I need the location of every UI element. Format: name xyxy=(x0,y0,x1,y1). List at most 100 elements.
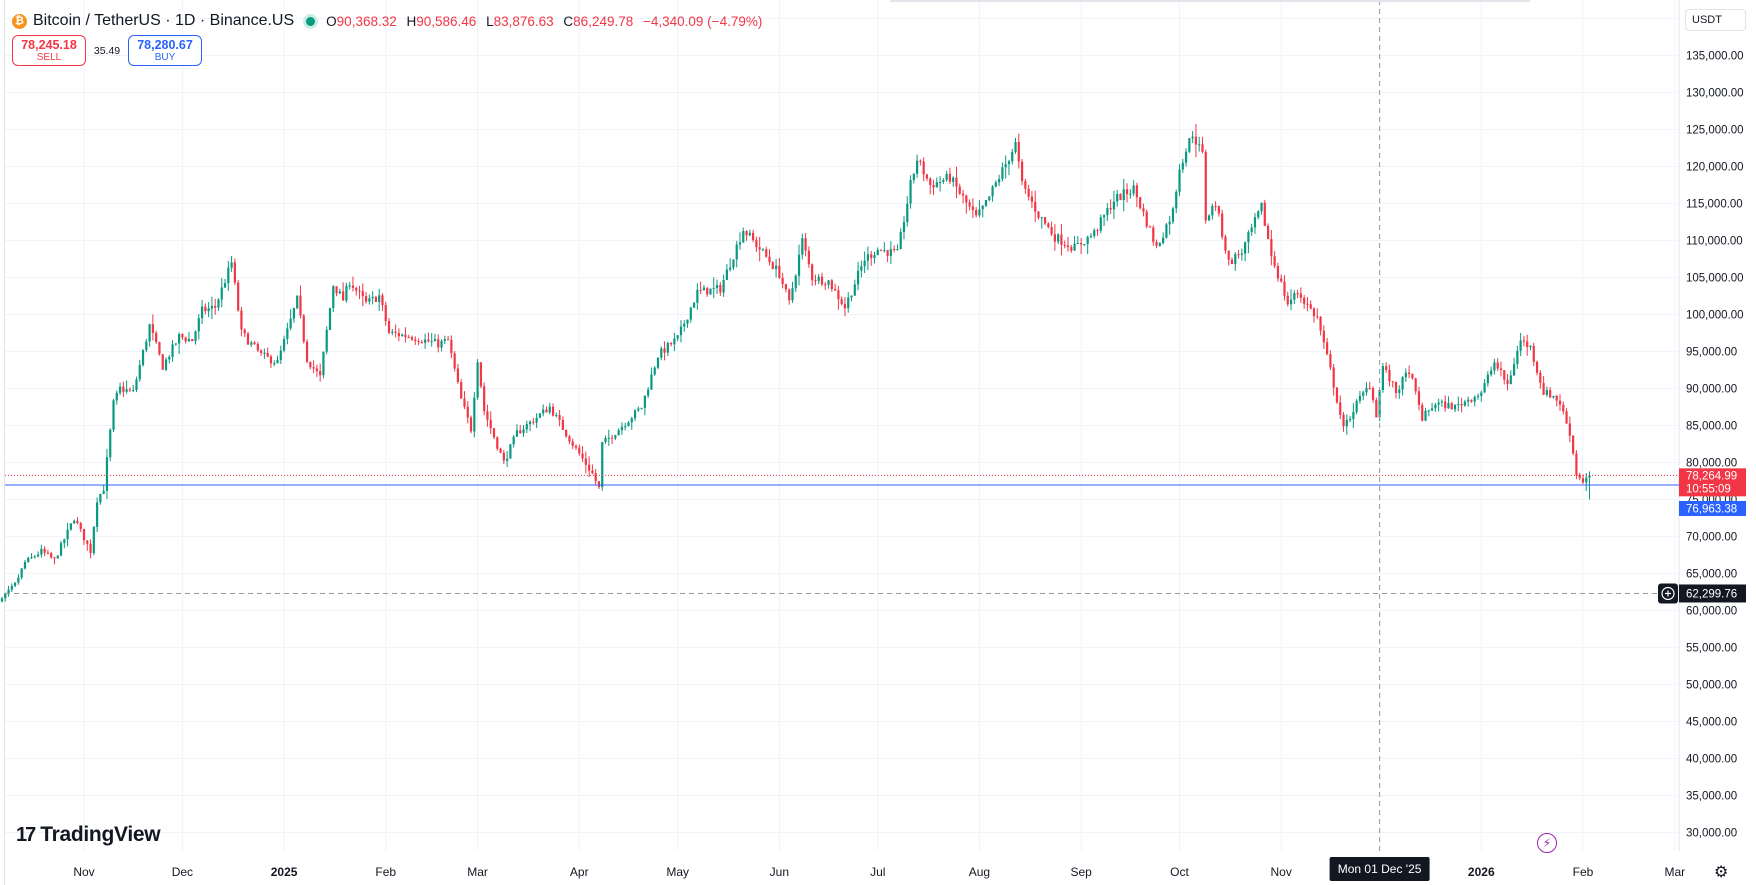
sell-button[interactable]: 78,245.18 SELL xyxy=(12,35,86,66)
candle-body xyxy=(1158,242,1161,246)
candle-body xyxy=(512,436,515,445)
candle-body xyxy=(266,352,269,357)
candle-body xyxy=(1253,217,1257,228)
candle-body xyxy=(633,410,637,419)
candle-body xyxy=(407,337,410,339)
candle-body xyxy=(1004,164,1007,168)
candle-body xyxy=(217,299,220,308)
x-tick-label: Apr xyxy=(570,865,589,879)
candle-body xyxy=(1365,387,1368,393)
candle-body xyxy=(1247,232,1250,243)
candle-body xyxy=(748,232,751,236)
candle-body xyxy=(96,502,99,527)
candle-body xyxy=(899,231,902,250)
candle-body xyxy=(1201,144,1204,152)
candle-body xyxy=(86,540,89,544)
candle-body xyxy=(1001,167,1004,180)
candle-body xyxy=(109,429,112,458)
candle-body xyxy=(355,287,358,291)
candle-body xyxy=(719,285,722,293)
candle-body xyxy=(210,305,214,309)
candle-body xyxy=(227,267,230,284)
candle-body xyxy=(961,193,965,196)
candle-body xyxy=(1129,193,1132,195)
x-tick-label: May xyxy=(666,865,689,879)
flash-icon[interactable]: ⚡ xyxy=(1537,833,1557,853)
candle-body xyxy=(578,447,581,454)
candle-body xyxy=(1542,382,1545,395)
candle-body xyxy=(1191,136,1194,139)
candle-body xyxy=(797,254,801,276)
candle-body xyxy=(709,288,712,295)
candle-body xyxy=(1102,215,1106,218)
buy-button[interactable]: 78,280.67 BUY xyxy=(128,35,202,66)
candle-body xyxy=(1526,341,1529,348)
candle-body xyxy=(558,415,561,420)
candle-body xyxy=(1198,144,1201,146)
candle-body xyxy=(79,523,82,529)
candle-body xyxy=(240,310,243,330)
candle-body xyxy=(401,334,404,337)
candle-body xyxy=(1345,419,1348,427)
candle-body xyxy=(1450,403,1453,410)
candle-body xyxy=(1539,372,1542,383)
candle-body xyxy=(1457,404,1460,406)
candle-body xyxy=(292,308,296,319)
symbol-title[interactable]: Bitcoin / TetherUS · 1D · Binance.US xyxy=(33,12,295,29)
top-shadow xyxy=(890,0,1530,2)
candle-body xyxy=(1581,478,1585,483)
candle-body xyxy=(1257,211,1260,218)
candle-body xyxy=(1391,381,1394,383)
candle-body xyxy=(397,333,400,337)
currency-selector[interactable]: USDT xyxy=(1685,9,1746,31)
candle-body xyxy=(361,291,364,297)
candle-body xyxy=(1401,377,1404,390)
candle-body xyxy=(151,324,154,333)
candle-body xyxy=(1434,404,1437,409)
candle-body xyxy=(758,247,761,250)
tradingview-logo[interactable]: 17 TradingView xyxy=(16,823,161,847)
y-tick-label: 60,000.00 xyxy=(1686,606,1737,618)
candle-body xyxy=(46,552,50,554)
candle-body xyxy=(1283,281,1286,296)
candle-body xyxy=(502,452,505,461)
candle-body xyxy=(860,266,863,271)
candle-body xyxy=(1552,395,1555,398)
candle-body xyxy=(1440,401,1444,403)
candle-body xyxy=(1424,410,1427,421)
candle-body xyxy=(1509,375,1512,385)
candle-body xyxy=(1427,410,1430,412)
candle-body xyxy=(1240,253,1243,255)
candle-body xyxy=(1099,217,1102,231)
candle-body xyxy=(1417,391,1421,405)
candle-body xyxy=(617,430,620,436)
candle-body xyxy=(59,543,63,556)
candle-body xyxy=(1066,245,1070,248)
candle-body xyxy=(1463,401,1466,406)
candle-body xyxy=(1306,303,1309,305)
y-tick-label: 110,000.00 xyxy=(1686,236,1743,248)
candle-body xyxy=(984,200,988,206)
y-tick-label: 125,000.00 xyxy=(1686,125,1744,137)
candle-body xyxy=(1404,372,1407,378)
candle-body xyxy=(430,341,433,343)
candle-body xyxy=(1467,399,1470,402)
candle-body xyxy=(994,182,997,187)
candle-body xyxy=(446,339,450,341)
candle-body xyxy=(1388,369,1391,382)
candle-body xyxy=(935,182,938,188)
candle-body xyxy=(1188,138,1191,152)
candle-body xyxy=(574,445,578,448)
gear-icon[interactable]: ⚙ xyxy=(1714,864,1729,881)
crosshair-date-badge xyxy=(1329,857,1430,881)
candle-body xyxy=(27,557,30,563)
candle-body xyxy=(807,250,810,265)
buy-label: BUY xyxy=(154,51,176,63)
candle-body xyxy=(476,362,479,398)
candle-body xyxy=(358,290,361,292)
candle-body xyxy=(650,374,653,390)
candle-body xyxy=(440,340,443,348)
candle-body xyxy=(1562,404,1565,412)
candle-body xyxy=(381,295,384,306)
